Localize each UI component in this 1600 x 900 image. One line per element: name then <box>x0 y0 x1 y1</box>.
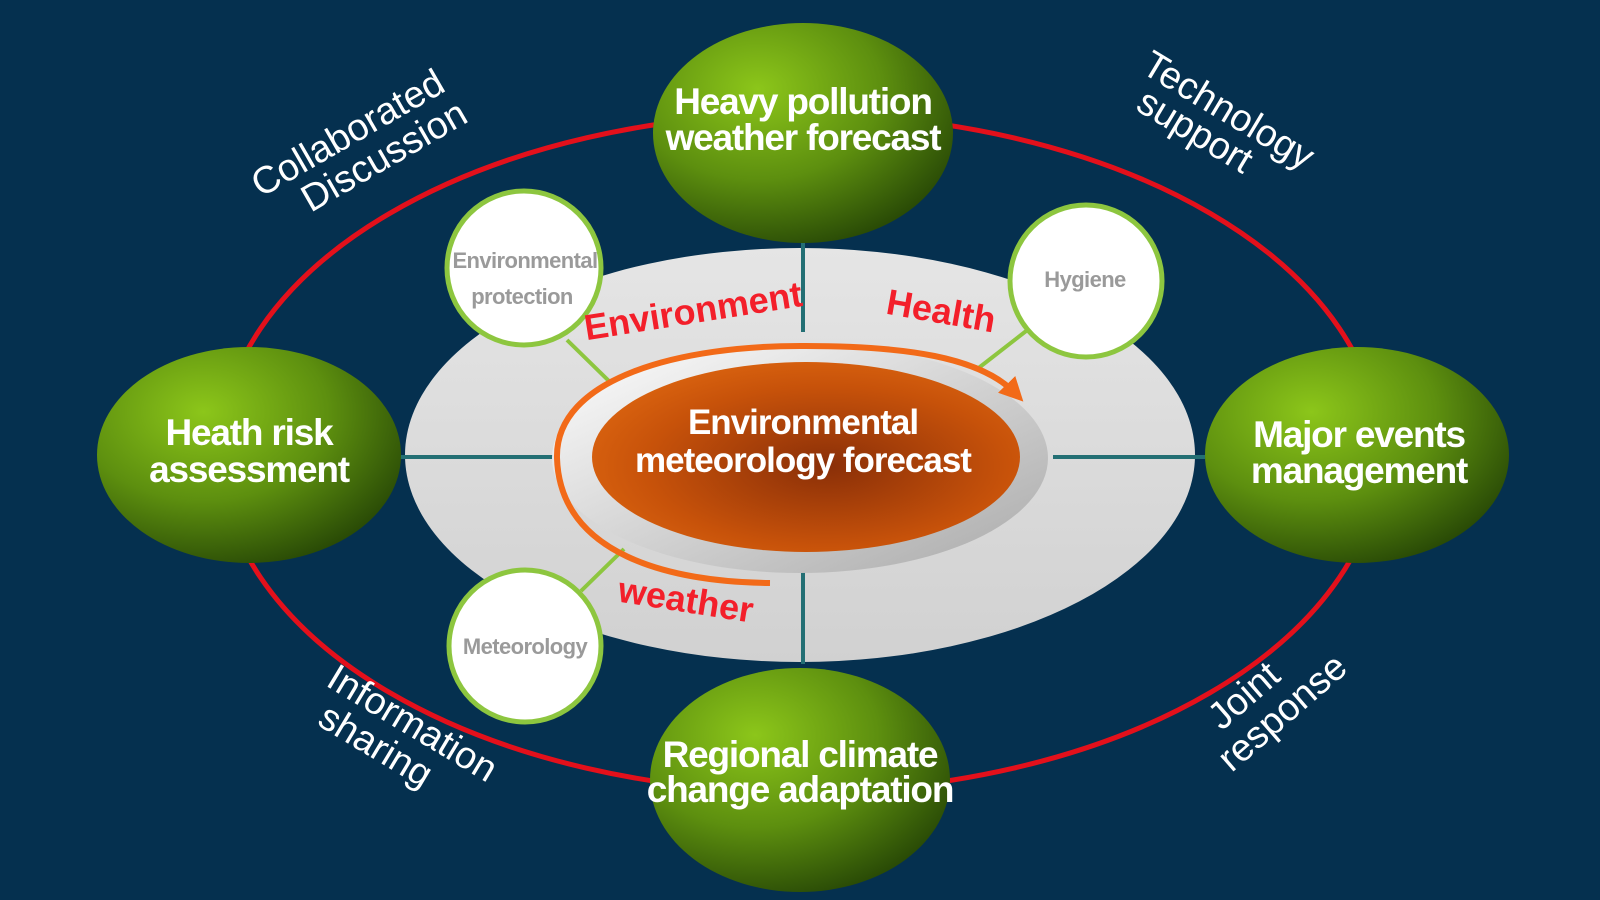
node-regional-climate: Regional climate change adaptation <box>647 668 954 892</box>
node-health-risk-line-2: assessment <box>149 449 350 490</box>
center-title-line-2: meteorology forecast <box>635 441 972 480</box>
node-environmental-protection-line-2: protection <box>471 284 573 309</box>
node-heavy-pollution-line-2: weather forecast <box>665 117 942 158</box>
small-node-links <box>565 326 1032 593</box>
node-hygiene: Hygiene <box>1007 202 1165 360</box>
center-node <box>592 362 1020 552</box>
node-health-risk-line-1: Heath risk <box>166 412 335 453</box>
link-environmental-protection <box>565 338 613 385</box>
node-heavy-pollution-shape <box>653 23 953 243</box>
node-regional-climate-shape <box>650 668 950 892</box>
center-title-line-1: Environmental <box>688 403 918 442</box>
node-meteorology-label: Meteorology <box>463 634 589 659</box>
node-heavy-pollution-line-1: Heavy pollution <box>674 81 931 122</box>
node-environmental-protection-line-1: Environmental <box>452 248 597 273</box>
node-health-risk: Heath risk assessment <box>97 347 401 563</box>
node-major-events-shape <box>1205 347 1509 563</box>
corner-label-joint-response: Joint response <box>1200 646 1355 780</box>
node-regional-climate-line-2: change adaptation <box>647 769 953 810</box>
connector-lines <box>397 232 1205 664</box>
node-hygiene-label: Hygiene <box>1044 267 1126 292</box>
link-hygiene <box>974 326 1032 372</box>
node-meteorology: Meteorology <box>446 567 604 725</box>
node-major-events-line-2: management <box>1251 450 1468 491</box>
corner-label-collaborated-discussion: Collaborated Discussion <box>244 62 474 221</box>
node-hygiene-shape <box>1007 202 1165 360</box>
node-environmental-protection-shape <box>444 188 604 348</box>
cycle-arrow <box>553 342 1024 586</box>
node-health-risk-shape <box>97 347 401 563</box>
node-major-events: Major events management <box>1205 347 1509 563</box>
node-heavy-pollution: Heavy pollution weather forecast <box>653 23 953 243</box>
link-meteorology <box>579 547 626 593</box>
node-major-events-line-1: Major events <box>1253 414 1465 455</box>
node-regional-climate-line-1: Regional climate <box>663 734 938 775</box>
node-meteorology-shape <box>446 567 604 725</box>
node-environmental-protection: Environmental protection <box>444 188 604 348</box>
